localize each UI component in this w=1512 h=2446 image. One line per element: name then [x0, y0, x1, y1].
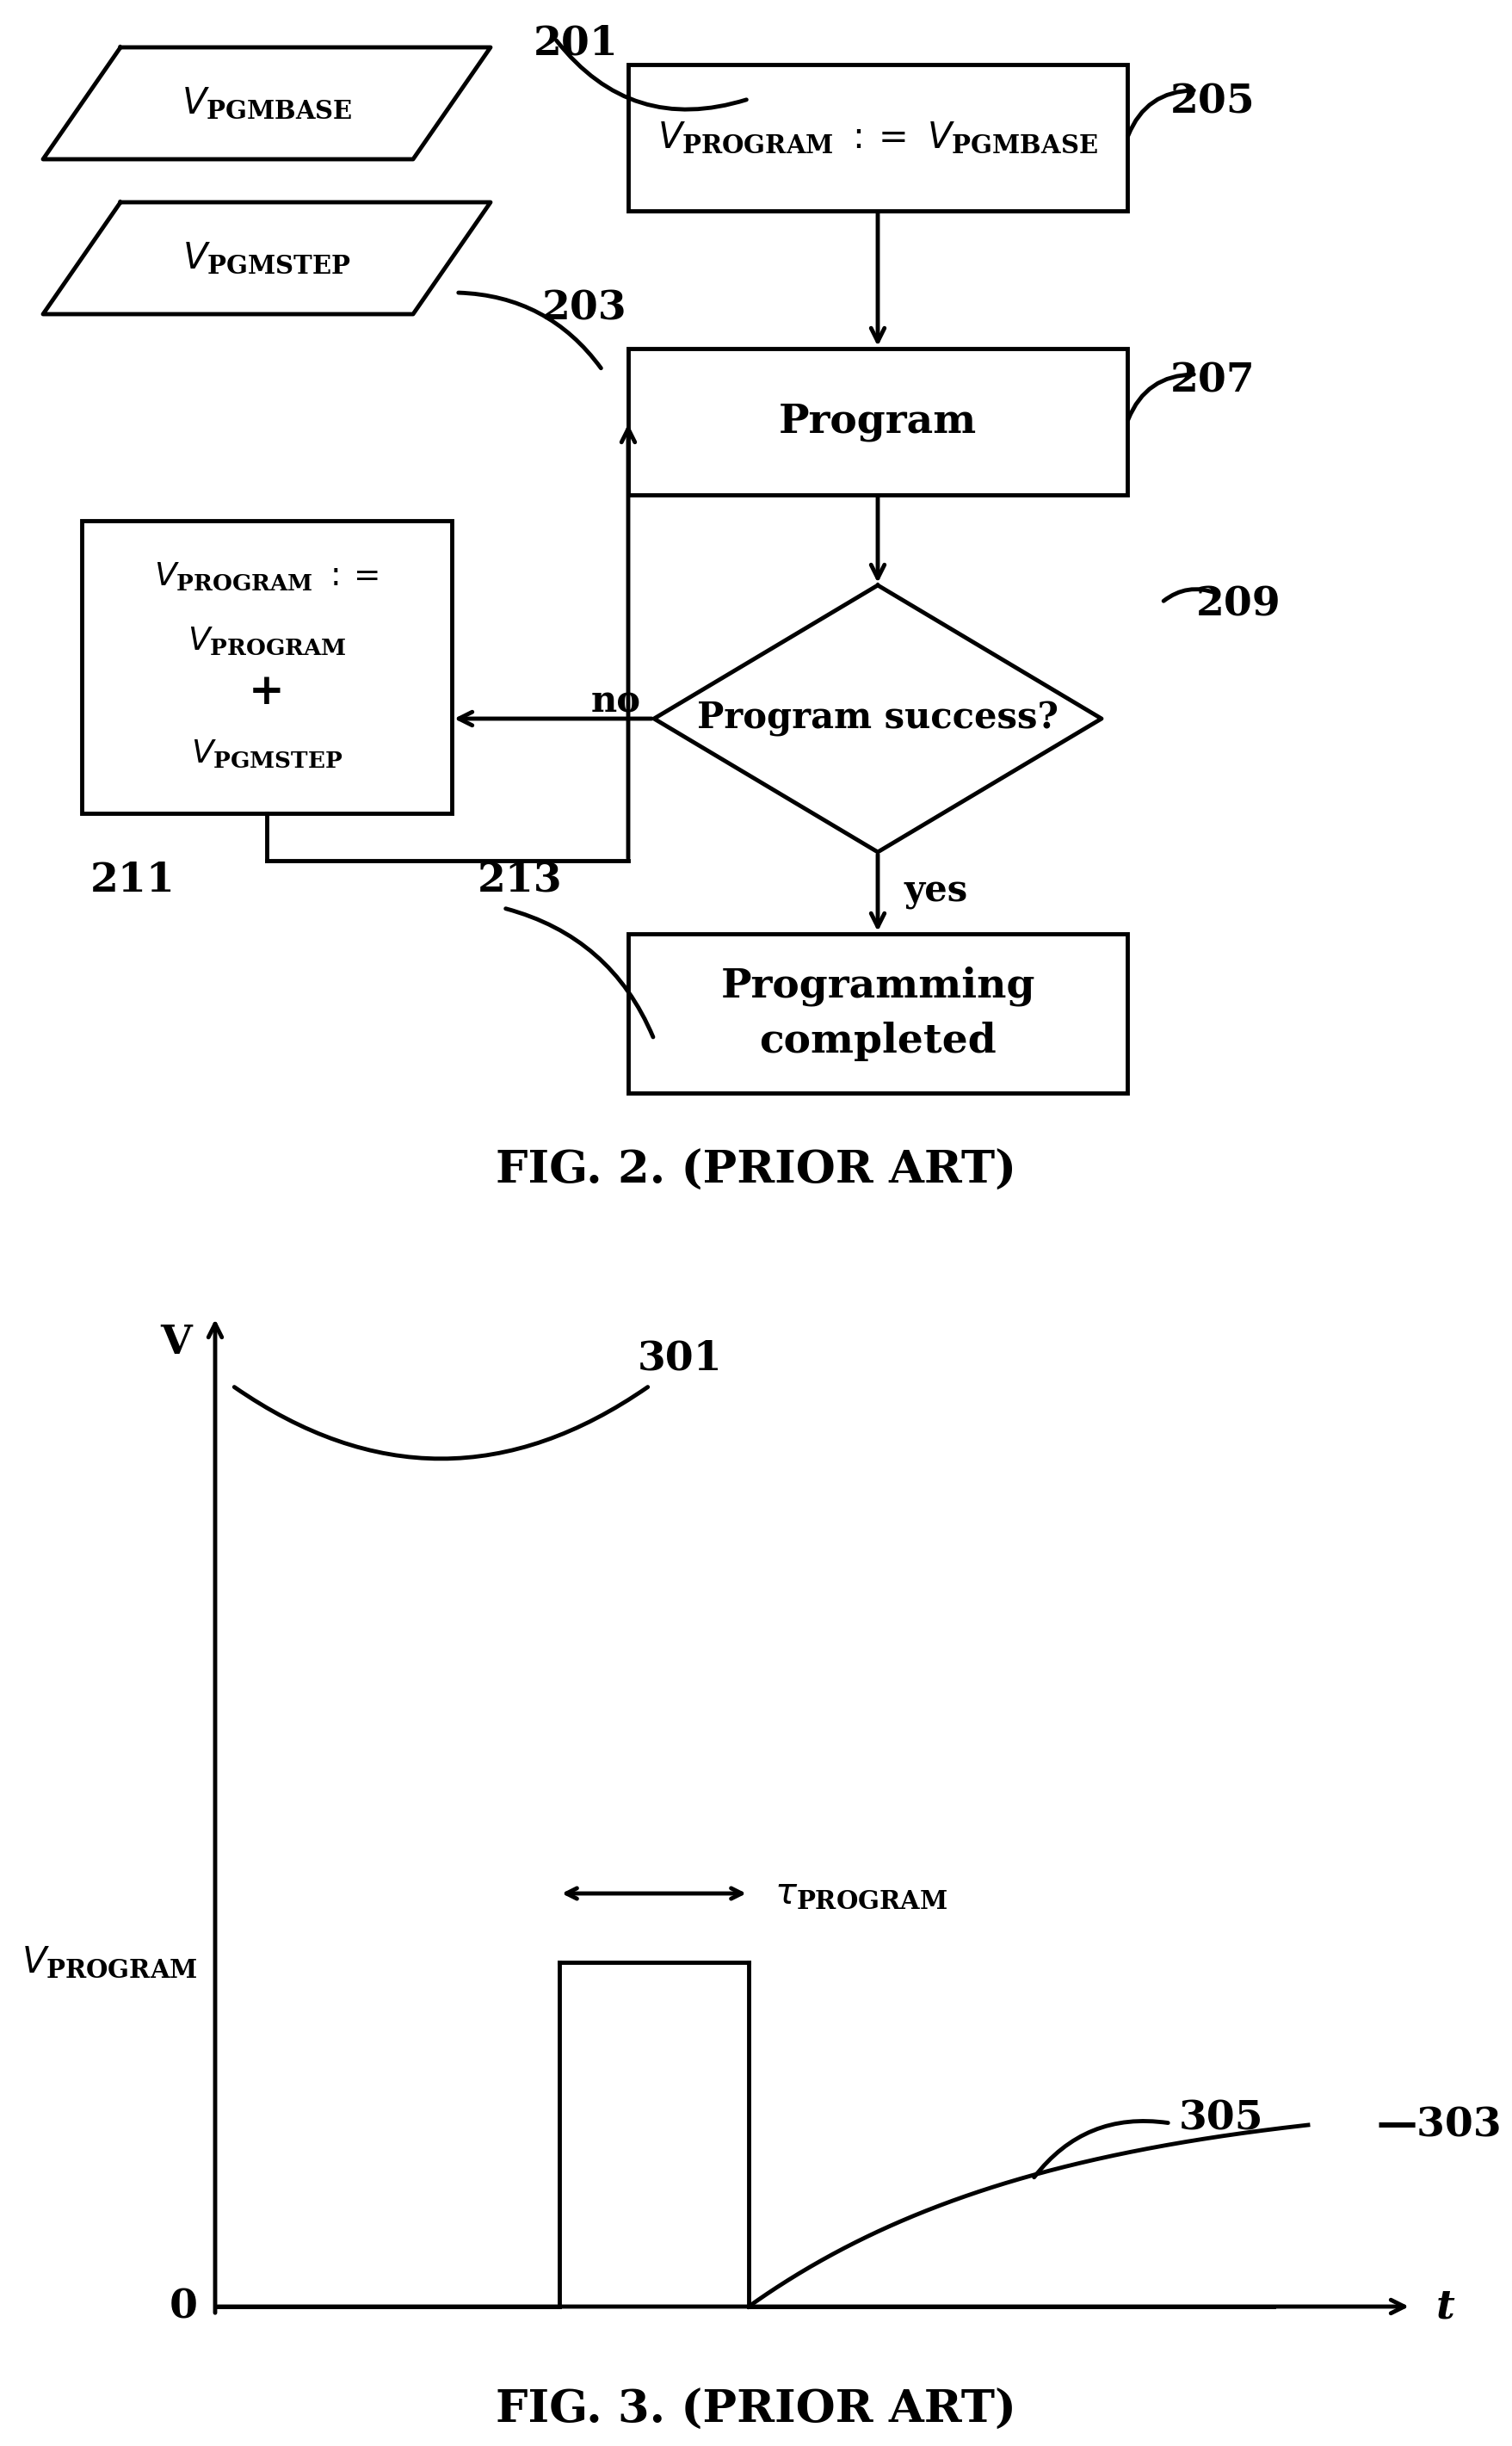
- Text: $\tau_{\mathregular{PROGRAM}}$: $\tau_{\mathregular{PROGRAM}}$: [774, 1876, 948, 1910]
- Text: t: t: [1436, 2287, 1455, 2326]
- Text: $V_{\mathregular{PROGRAM}}$: $V_{\mathregular{PROGRAM}}$: [187, 626, 346, 658]
- Text: FIG. 2. (PRIOR ART): FIG. 2. (PRIOR ART): [496, 1150, 1016, 1194]
- Text: $V_{\mathregular{PGM BASE}}$: $V_{\mathregular{PGM BASE}}$: [181, 86, 352, 122]
- Text: 205: 205: [1170, 81, 1255, 122]
- Text: Program: Program: [779, 401, 977, 443]
- Text: 201: 201: [534, 24, 618, 64]
- Text: $V_{\mathregular{PROGRAM}}\ :=\ V_{\mathregular{PGM BASE}}$: $V_{\mathregular{PROGRAM}}\ :=\ V_{\math…: [658, 120, 1098, 157]
- Text: V: V: [160, 1323, 192, 1362]
- Text: FIG. 3. (PRIOR ART): FIG. 3. (PRIOR ART): [496, 2387, 1016, 2431]
- Text: +: +: [249, 673, 284, 714]
- Text: $V_{\mathregular{PROGRAM}}\ :=$: $V_{\mathregular{PROGRAM}}\ :=$: [154, 560, 380, 592]
- Text: yes: yes: [904, 873, 968, 910]
- Text: Program success?: Program success?: [697, 700, 1058, 736]
- Text: —303: —303: [1377, 2106, 1503, 2145]
- Text: no: no: [591, 682, 641, 719]
- Text: 211: 211: [91, 861, 175, 900]
- Text: $V_{\mathregular{PGM STEP}}$: $V_{\mathregular{PGM STEP}}$: [191, 736, 343, 768]
- Bar: [627, 934, 1128, 1093]
- Text: $V_{\mathregular{PROGRAM}}$: $V_{\mathregular{PROGRAM}}$: [21, 1945, 198, 1981]
- Text: 209: 209: [1196, 585, 1281, 624]
- Text: 301: 301: [638, 1338, 723, 1377]
- Bar: [82, 521, 452, 815]
- Text: 203: 203: [543, 289, 627, 328]
- Text: 207: 207: [1170, 362, 1255, 401]
- Text: 305: 305: [1179, 2099, 1264, 2138]
- Text: Programming
completed: Programming completed: [721, 966, 1036, 1062]
- Text: $V_{\mathregular{PGM STEP}}$: $V_{\mathregular{PGM STEP}}$: [183, 240, 351, 276]
- Text: 213: 213: [478, 861, 562, 900]
- Bar: [627, 64, 1128, 210]
- Bar: [627, 350, 1128, 494]
- Text: 0: 0: [169, 2287, 198, 2326]
